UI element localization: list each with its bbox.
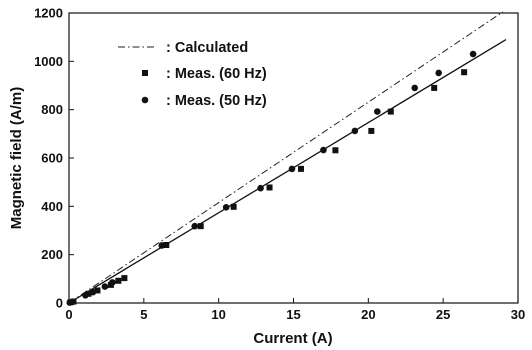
meas-60hz-point (230, 203, 237, 210)
meas-60hz-point (266, 184, 273, 191)
meas-50hz-point (109, 279, 116, 286)
x-axis-label: Current (A) (253, 330, 332, 347)
meas-50hz-point (411, 84, 419, 92)
meas-60hz-point (197, 223, 204, 230)
y-tick-label: 0 (56, 296, 63, 311)
meas-50hz-point (89, 288, 97, 296)
meas-60hz-point (94, 287, 101, 294)
meas-50hz-point (469, 50, 477, 58)
x-tick-label: 25 (436, 307, 450, 322)
legend-label: : Meas. (50 Hz) (166, 93, 267, 109)
legend-label: : Calculated (166, 40, 248, 56)
y-tick-label: 1000 (34, 54, 63, 69)
plot-frame (68, 12, 519, 304)
y-tick-label: 1200 (34, 6, 63, 21)
calculated-line (68, 11, 504, 304)
meas-50hz-point (435, 69, 442, 77)
y-tick-label: 600 (41, 151, 63, 166)
meas-60hz-point (297, 165, 304, 172)
series-layer (66, 11, 507, 306)
meas-50hz-point (158, 242, 166, 249)
meas-60hz-point (431, 84, 438, 91)
fit-line (68, 39, 507, 304)
legend-60hz-swatch (142, 70, 148, 76)
meas-50hz-point (101, 283, 109, 290)
meas-60hz-point (461, 69, 468, 76)
meas-60hz-point (115, 277, 122, 284)
meas-50hz-point (374, 108, 381, 115)
y-tick-label: 400 (41, 199, 63, 214)
x-tick-label: 20 (361, 307, 375, 322)
x-tick-label: 10 (211, 307, 225, 322)
meas-60hz-point (332, 147, 339, 154)
ticks-layer: 0 5 10 15 20 25 30 0 200 400 600 800 1000 1200 (34, 6, 525, 323)
x-tick-label: 0 (65, 307, 72, 322)
y-tick-label: 800 (41, 102, 63, 117)
meas-60hz-point (387, 108, 394, 115)
y-axis-label: Magnetic field (A/m) (8, 87, 25, 230)
x-tick-label: 30 (511, 307, 525, 322)
y-tick-label: 200 (41, 247, 63, 262)
legend: : Calculated : Meas. (60 Hz) : Meas. (50 H… (118, 40, 267, 109)
meas-60hz-point (85, 290, 92, 297)
legend-label: : Meas. (60 Hz) (166, 66, 267, 82)
meas-60hz-point (121, 275, 128, 282)
x-tick-label: 5 (140, 307, 147, 322)
legend-50hz-swatch (141, 96, 149, 104)
x-tick-label: 15 (286, 307, 300, 322)
meas-60hz-point (368, 127, 375, 134)
